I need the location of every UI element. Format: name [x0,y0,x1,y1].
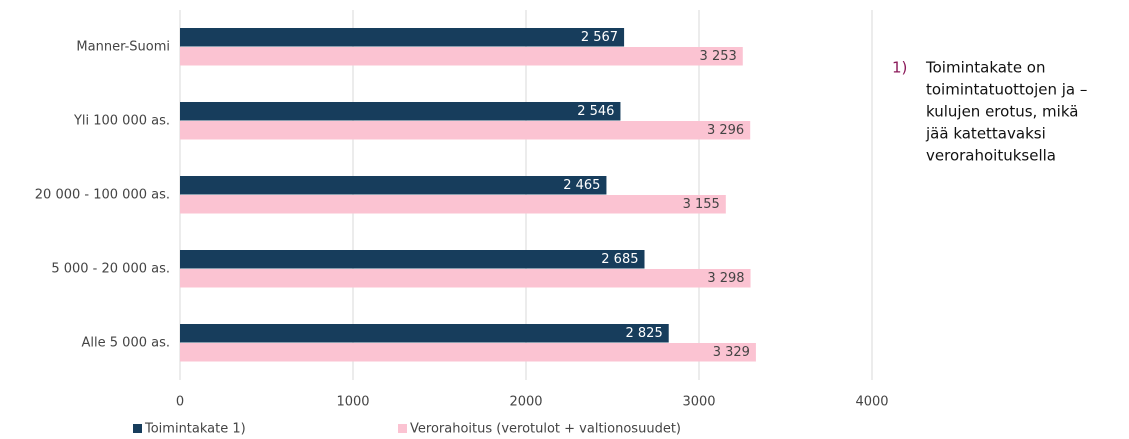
value-label: 2 825 [626,326,663,341]
value-label: 3 329 [713,345,750,360]
legend-label: Toimintakate 1) [144,422,246,437]
legend-swatch [398,424,407,433]
value-label: 3 253 [700,49,737,64]
note-text: Toimintakate on [925,59,1046,77]
y-tick-label: Manner-Suomi [76,40,170,55]
x-tick-label: 0 [176,395,184,410]
x-tick-label: 4000 [855,395,888,410]
note-text: toimintatuottojen ja – [926,81,1087,99]
y-tick-label: Alle 5 000 as. [82,336,170,351]
y-tick-label: 5 000 - 20 000 as. [51,262,170,277]
value-label: 2 546 [577,104,614,119]
y-tick-label: Yli 100 000 as. [73,114,170,129]
bar [180,121,751,140]
bar [180,269,751,288]
x-tick-label: 1000 [336,395,369,410]
bar [180,47,743,66]
note-text: kulujen erotus, mikä [926,103,1078,121]
bar [180,102,621,121]
note-text: jää katettavaksi [925,125,1046,143]
legend-label: Verorahoitus (verotulot + valtionosuudet… [410,422,681,437]
legend-swatch [133,424,142,433]
note-text: verorahoituksella [926,147,1056,165]
y-tick-label: 20 000 - 100 000 as. [35,188,170,203]
value-label: 2 567 [581,30,618,45]
bar [180,195,726,214]
value-label: 3 298 [707,271,744,286]
bar [180,28,625,47]
value-label: 2 685 [601,252,638,267]
bar [180,176,607,195]
value-label: 2 465 [563,178,600,193]
value-label: 3 296 [707,123,744,138]
bar [180,343,756,362]
value-label: 3 155 [683,197,720,212]
x-tick-label: 3000 [682,395,715,410]
bar [180,324,669,343]
x-tick-label: 2000 [509,395,542,410]
note-marker: 1) [892,59,907,77]
bar [180,250,645,269]
